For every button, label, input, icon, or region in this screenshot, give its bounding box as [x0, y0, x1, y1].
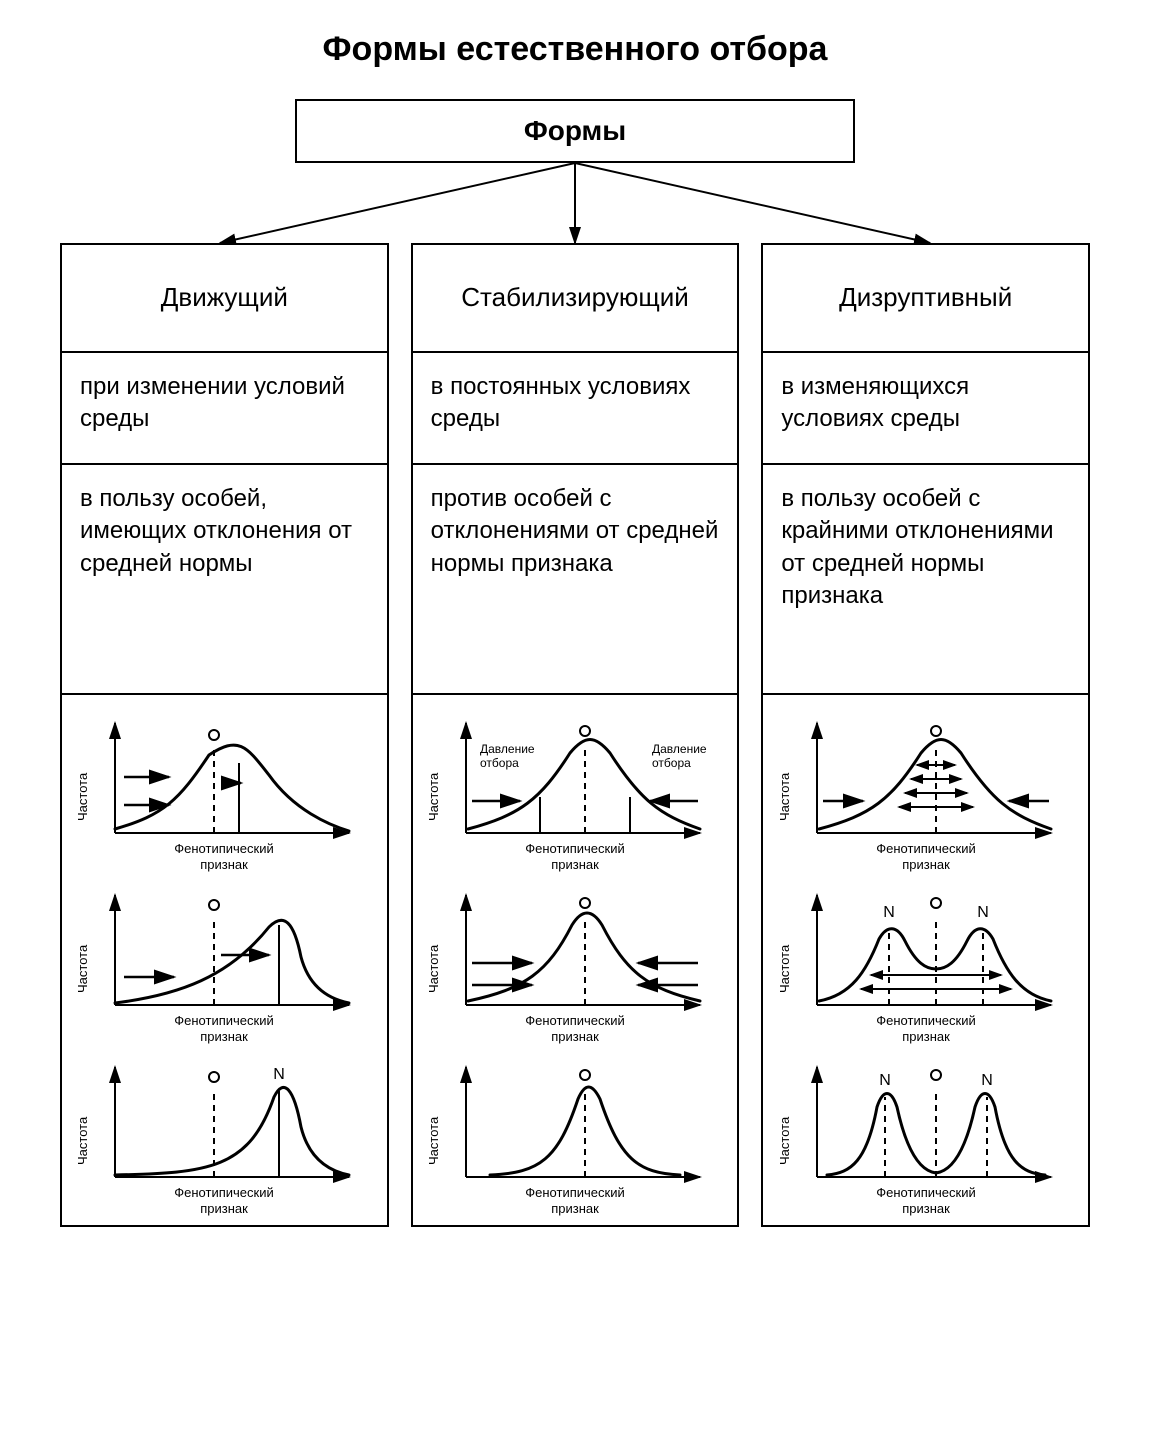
chart-dir-1: Частота Фенотипическийпризнак	[69, 705, 379, 875]
column-charts: ДавлениеотбораДавлениеотбораЧастотаФенот…	[413, 695, 738, 1225]
chart-disr-1: Частота Фенотипическийпризнак	[771, 705, 1081, 875]
svg-text:Давление: Давление	[652, 742, 707, 756]
svg-text:отбора: отбора	[652, 756, 691, 770]
svg-text:Давление: Давление	[480, 742, 535, 756]
svg-text:признак: признак	[551, 1201, 599, 1216]
page-title: Формы естественного отбора	[60, 30, 1090, 69]
svg-text:Частота: Частота	[777, 1116, 792, 1165]
svg-text:Частота: Частота	[426, 772, 441, 821]
chart-disr-2: N N Частота Фенотипическийпризнак	[771, 877, 1081, 1047]
connector-arrows	[60, 163, 1090, 243]
svg-text:признак: признак	[902, 857, 950, 872]
svg-text:Частота: Частота	[777, 944, 792, 993]
column-directional: Движущийпри изменении условий средыв пол…	[60, 243, 389, 1227]
svg-text:N: N	[274, 1066, 286, 1083]
column-heading: Стабилизи­рующий	[413, 245, 738, 353]
column-heading: Движущий	[62, 245, 387, 353]
column-condition: в постоянных условиях среды	[413, 353, 738, 465]
column-description: в пользу осо­бей, имеющих отклонения от …	[62, 465, 387, 695]
svg-text:Частота: Частота	[426, 944, 441, 993]
svg-text:Частота: Частота	[75, 1116, 90, 1165]
column-stabilizing: Стабилизи­рующийв постоянных условиях ср…	[411, 243, 740, 1227]
svg-text:Фенотипический: Фенотипический	[525, 1013, 624, 1028]
svg-text:Фенотипический: Фенотипический	[876, 1013, 975, 1028]
chart-stab-1: ДавлениеотбораДавлениеотбораЧастотаФенот…	[420, 705, 730, 875]
svg-text:Частота: Частота	[426, 1116, 441, 1165]
chart-dir-2: Частота Фенотипическийпризнак	[69, 877, 379, 1047]
svg-text:Фенотипический: Фенотипический	[876, 841, 975, 856]
svg-text:Фенотипический: Фенотипический	[876, 1185, 975, 1200]
column-description: против особей с отклонениями от средней …	[413, 465, 738, 695]
column-description: в пользу особей с крайними отклонениями …	[763, 465, 1088, 695]
chart-disr-3: N N Частота Фенотипическийпризнак	[771, 1049, 1081, 1219]
svg-text:признак: признак	[201, 857, 249, 872]
svg-text:N: N	[879, 1072, 891, 1089]
column-heading: Дизруптивный	[763, 245, 1088, 353]
chart-stab-2: Частота Фенотипическийпризнак	[420, 877, 730, 1047]
chart-stab-3: Частота Фенотипическийпризнак	[420, 1049, 730, 1219]
svg-text:Частота: Частота	[777, 772, 792, 821]
column-disruptive: Дизруптивныйв изменяющихся условиях сред…	[761, 243, 1090, 1227]
root-node: Формы	[295, 99, 855, 163]
svg-text:признак: признак	[201, 1201, 249, 1216]
svg-text:N: N	[977, 904, 989, 921]
svg-text:Частота: Частота	[75, 772, 90, 821]
chart-dir-3: N Частота Фенотипическийпризнак	[69, 1049, 379, 1219]
svg-text:признак: признак	[551, 857, 599, 872]
svg-text:отбора: отбора	[480, 756, 519, 770]
svg-text:признак: признак	[201, 1029, 249, 1044]
svg-text:N: N	[883, 904, 895, 921]
columns-container: Движущийпри изменении условий средыв пол…	[60, 243, 1090, 1227]
svg-text:признак: признак	[902, 1029, 950, 1044]
column-charts: ЧастотаФенотипическийпризнакЧастотаФенот…	[62, 695, 387, 1225]
svg-text:N: N	[981, 1072, 993, 1089]
svg-text:Фенотипический: Фенотипический	[525, 841, 624, 856]
column-charts: ЧастотаФенотипическийпризнакNNЧастотаФен…	[763, 695, 1088, 1225]
svg-text:Фенотипический: Фенотипический	[175, 1185, 274, 1200]
svg-text:Фенотипический: Фенотипический	[175, 841, 274, 856]
svg-text:Частота: Частота	[75, 944, 90, 993]
svg-text:Фенотипический: Фенотипический	[525, 1185, 624, 1200]
column-condition: в изменяющихся условиях среды	[763, 353, 1088, 465]
svg-text:признак: признак	[902, 1201, 950, 1216]
svg-text:Фенотипический: Фенотипический	[175, 1013, 274, 1028]
svg-text:признак: признак	[551, 1029, 599, 1044]
column-condition: при изменении условий среды	[62, 353, 387, 465]
